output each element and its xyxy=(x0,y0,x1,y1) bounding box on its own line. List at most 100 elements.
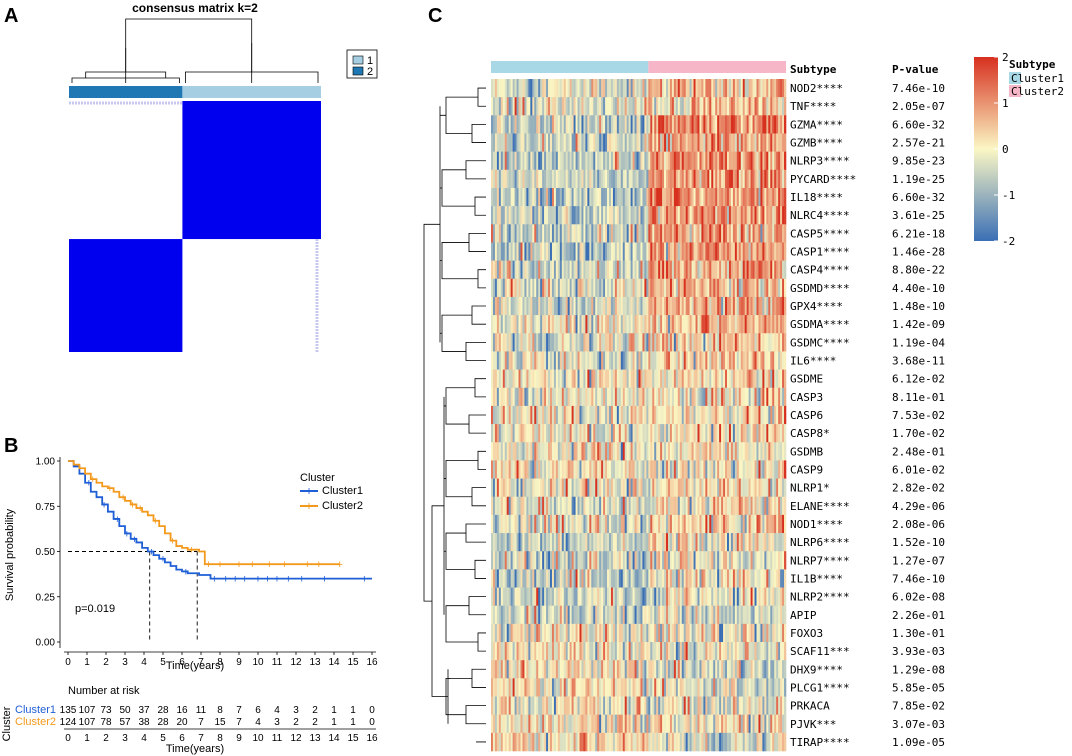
heatmap-cell xyxy=(784,187,787,207)
heatmap-cell xyxy=(740,442,744,461)
heatmap-cell xyxy=(553,296,557,316)
heatmap-cell xyxy=(618,169,622,189)
heatmap-cell xyxy=(723,496,726,516)
heatmap-cell xyxy=(703,405,706,425)
heatmap-cell xyxy=(544,315,547,334)
heatmap-cell xyxy=(538,242,541,261)
heatmap-cell xyxy=(573,296,576,316)
heatmap-cell xyxy=(746,224,749,243)
heatmap-cell xyxy=(605,623,608,643)
heatmap-cell xyxy=(646,642,649,661)
heatmap-cell xyxy=(736,387,740,407)
heatmap-cell xyxy=(583,642,586,661)
heatmap-cell xyxy=(727,296,730,316)
heatmap-cell xyxy=(685,551,688,570)
heatmap-cell xyxy=(622,478,626,498)
heatmap-cell xyxy=(713,460,716,479)
heatmap-cell xyxy=(630,551,633,570)
heatmap-cell xyxy=(782,369,785,389)
heatmap-cell xyxy=(683,133,686,152)
heatmap-cell xyxy=(695,206,698,225)
heatmap-cell xyxy=(561,351,565,370)
heatmap-cell xyxy=(589,169,592,189)
heatmap-cell xyxy=(717,569,720,588)
heatmap-cell xyxy=(506,115,509,134)
heatmap-cell xyxy=(605,224,608,243)
heatmap-cell xyxy=(624,478,627,498)
heatmap-cell xyxy=(504,369,508,389)
heatmap-cell xyxy=(626,387,629,407)
heatmap-cell xyxy=(550,133,553,152)
heatmap-cell xyxy=(662,623,665,643)
heatmap-cell xyxy=(610,424,614,443)
heatmap-cell xyxy=(504,642,508,661)
heatmap-cell xyxy=(699,605,702,625)
heatmap-cell xyxy=(532,442,535,461)
heatmap-cell xyxy=(567,424,570,443)
heatmap-cell xyxy=(516,151,519,171)
heatmap-cell xyxy=(770,642,773,661)
heatmap-cell xyxy=(551,551,555,570)
heatmap-cell xyxy=(693,496,696,516)
heatmap-cell xyxy=(644,442,647,461)
heatmap-cell xyxy=(555,424,559,443)
heatmap-cell xyxy=(599,387,602,407)
heatmap-cell xyxy=(689,442,692,461)
heatmap-cell xyxy=(683,224,686,243)
heatmap-cell xyxy=(496,260,500,280)
heatmap-cell xyxy=(756,351,759,370)
heatmap-cell xyxy=(734,133,738,152)
heatmap-cell xyxy=(502,151,506,171)
heatmap-cell xyxy=(563,169,567,189)
heatmap-cell xyxy=(784,260,787,280)
heatmap-cell xyxy=(778,260,781,280)
heatmap-cell xyxy=(699,478,702,498)
heatmap-cell xyxy=(575,187,578,207)
heatmap-cell xyxy=(520,587,523,606)
heatmap-cell xyxy=(555,224,559,243)
heatmap-cell xyxy=(738,206,742,225)
heatmap-cell xyxy=(717,496,720,516)
heatmap-cell xyxy=(711,296,714,316)
heatmap-cell xyxy=(770,260,773,280)
heatmap-cell xyxy=(717,133,720,152)
heatmap-cell xyxy=(699,224,702,243)
heatmap-cell xyxy=(654,424,657,443)
heatmap-cell xyxy=(603,224,606,243)
heatmap-cell xyxy=(502,496,506,516)
heatmap-cell xyxy=(616,206,620,225)
heatmap-cell xyxy=(565,387,568,407)
km-x-tick-label: 3 xyxy=(122,657,128,668)
heatmap-cell xyxy=(536,206,539,225)
heatmap-cell xyxy=(766,115,769,134)
heatmap-cell xyxy=(532,478,535,498)
heatmap-cell xyxy=(721,460,724,479)
heatmap-cell xyxy=(766,533,769,552)
heatmap-cell xyxy=(738,369,742,389)
heatmap-cell xyxy=(514,551,517,570)
heatmap-cell xyxy=(709,478,712,498)
heatmap-cell xyxy=(766,424,769,443)
heatmap-cell xyxy=(705,424,708,443)
heatmap-cell xyxy=(626,569,629,588)
heatmap-cell xyxy=(713,151,716,171)
heatmap-cell xyxy=(677,460,681,479)
heatmap-cell xyxy=(632,351,635,370)
heatmap-cell xyxy=(656,605,659,625)
heatmap-cell xyxy=(587,151,590,171)
heatmap-cell xyxy=(693,169,696,189)
heatmap-cell xyxy=(725,133,728,152)
heatmap-cell xyxy=(526,333,529,352)
heatmap-cell xyxy=(597,351,600,370)
heatmap-cell xyxy=(738,296,742,316)
heatmap-cell xyxy=(772,496,775,516)
heatmap-cell xyxy=(668,369,671,389)
panel-label-b: B xyxy=(4,435,18,457)
heatmap-cell xyxy=(496,405,500,425)
heatmap-cell xyxy=(575,569,578,588)
heatmap-cell xyxy=(723,514,726,534)
heatmap-cell xyxy=(563,351,567,370)
heatmap-cell xyxy=(666,405,669,425)
heatmap-cell xyxy=(544,551,547,570)
heatmap-cell xyxy=(522,642,525,661)
